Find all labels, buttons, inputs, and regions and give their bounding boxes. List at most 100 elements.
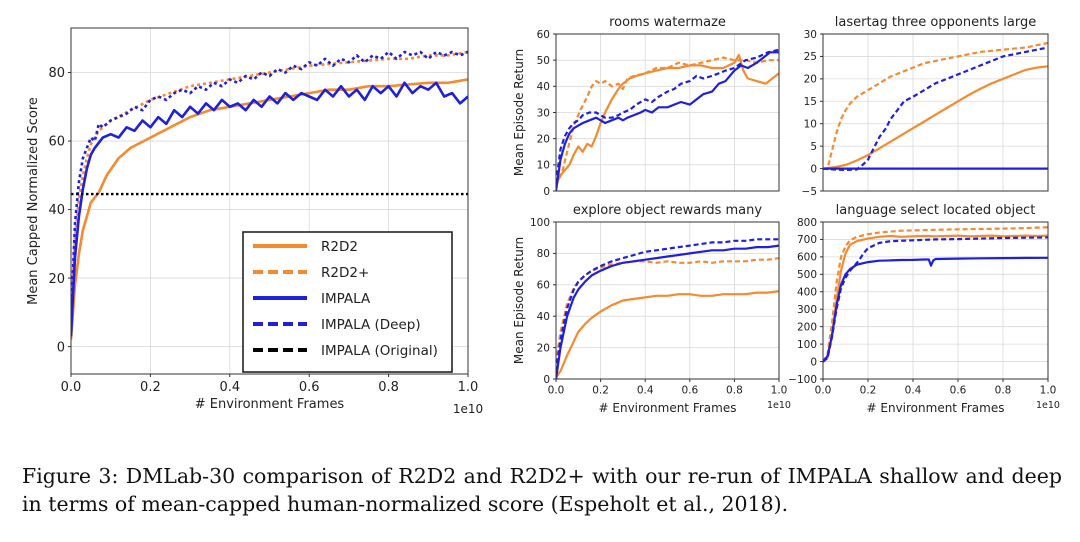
- y-tick-label: 0: [57, 340, 65, 355]
- y-tick-label: 500: [797, 269, 817, 281]
- series-line-r2d2: [823, 41, 1048, 170]
- legend-label: IMPALA: [321, 291, 371, 307]
- series-line-r2d2: [823, 65, 1048, 170]
- x-tick-label: 0.8: [726, 385, 743, 397]
- y-tick-label: 15: [804, 96, 817, 108]
- series-line-r2d2: [556, 53, 779, 184]
- x-tick-label: 1.0: [458, 380, 479, 395]
- figure: 0 20 40 60 80 0.0 0.2 0.4 0.6 0.8 1.0 # Environment…: [26, 15, 1060, 416]
- x-tick-label: 0.8: [995, 385, 1012, 397]
- series-line-impala-deep: [823, 46, 1048, 171]
- y-tick-label: 0: [543, 374, 550, 386]
- y-axis-label: Mean Episode Return: [512, 49, 526, 176]
- y-tick-label: 600: [797, 252, 817, 264]
- legend: R2D2 R2D2+ IMPALA IMPALA (Deep) IMPALA (Orig…: [242, 231, 453, 373]
- x-axis-label: # Environment Frames: [599, 401, 737, 415]
- y-tick-label: 60: [537, 280, 550, 292]
- chart-title: language select located object: [836, 203, 1036, 218]
- x-tick-label: 0.0: [548, 385, 565, 397]
- y-tick-label: 30: [537, 107, 550, 119]
- y-tick-label: −5: [802, 186, 817, 198]
- plot-frame: [822, 33, 1049, 192]
- y-tick-label: 30: [804, 29, 817, 41]
- y-axis-label: Mean Capped Normalized Score: [26, 97, 41, 305]
- x-tick-label: 0.0: [61, 380, 82, 395]
- y-tick-label: 0: [810, 356, 817, 368]
- y-tick-label: 0: [543, 186, 550, 198]
- series-line-impala-deep: [71, 50, 468, 333]
- series-group: [823, 41, 1048, 171]
- x-tick-label: 0.6: [950, 385, 967, 397]
- legend-label: R2D2+: [321, 265, 369, 281]
- series-line-r2d2: [71, 78, 468, 340]
- y-tick-label: 300: [797, 304, 817, 316]
- legend-label: IMPALA (Deep): [321, 317, 421, 333]
- y-tick-label: −100: [788, 374, 817, 386]
- chart-title: rooms watermaze: [609, 15, 726, 30]
- x-tick-label: 1.0: [771, 385, 788, 397]
- series-line-r2d2: [556, 290, 779, 379]
- series-line-r2d2: [556, 56, 779, 187]
- y-tick-label: 20: [537, 133, 550, 145]
- y-tick-label: 60: [537, 29, 550, 41]
- series-line-impala: [71, 81, 468, 337]
- x-tick-label: 0.4: [905, 385, 922, 397]
- y-tick-label: 10: [537, 160, 550, 172]
- series-line-r2d2: [823, 234, 1048, 363]
- y-tick-label: 20: [48, 272, 65, 287]
- plot-frame: [555, 221, 780, 380]
- series-line-impala-deep: [823, 236, 1048, 363]
- y-tick-label: 40: [48, 203, 65, 218]
- y-tick-label: 20: [537, 342, 550, 354]
- series-line-impala: [556, 51, 779, 191]
- y-tick-label: 10: [804, 118, 817, 130]
- y-tick-label: 40: [537, 81, 550, 93]
- series-group: [71, 50, 468, 340]
- series-line-impala: [823, 256, 1048, 363]
- y-tick-label: 80: [48, 66, 65, 81]
- y-tick-label: 20: [804, 74, 817, 86]
- x-offset-label: 1e10: [453, 402, 483, 416]
- chart-title: lasertag three opponents large: [835, 15, 1037, 30]
- x-tick-label: 0.2: [860, 385, 877, 397]
- y-tick-label: 200: [797, 321, 817, 333]
- chart-title: explore object rewards many: [573, 203, 762, 218]
- y-tick-label: 25: [804, 51, 817, 63]
- x-tick-label: 0.0: [815, 385, 832, 397]
- x-offset-label: 1e10: [767, 400, 791, 411]
- x-tick-label: 0.2: [592, 385, 609, 397]
- y-tick-label: 80: [537, 248, 550, 260]
- y-tick-label: 50: [537, 55, 550, 67]
- legend-label: IMPALA (Original): [321, 343, 438, 359]
- x-tick-label: 0.2: [140, 380, 161, 395]
- y-tick-label: 5: [810, 141, 817, 153]
- x-tick-label: 1.0: [1040, 385, 1057, 397]
- y-axis-label: Mean Episode Return: [512, 237, 526, 364]
- plot-frame: [70, 27, 469, 375]
- chart-rooms: 0 10 20 30 40 50 60 Mean Episode Return rooms wa…: [512, 15, 780, 198]
- series-line-impala: [556, 244, 779, 379]
- series-group: [556, 238, 779, 379]
- plot-frame: [822, 221, 1049, 380]
- x-tick-label: 0.4: [219, 380, 240, 395]
- series-line-r2d2: [823, 226, 1048, 363]
- series-group: [556, 48, 779, 191]
- x-tick-label: 0.6: [681, 385, 698, 397]
- series-group: [823, 226, 1048, 363]
- x-axis-label: # Environment Frames: [195, 397, 345, 412]
- y-tick-label: 0: [810, 163, 817, 175]
- y-tick-label: 800: [797, 217, 817, 229]
- y-tick-label: 100: [797, 339, 817, 351]
- x-tick-label: 0.6: [299, 380, 320, 395]
- figure-caption: Figure 3: DMLab-30 comparison of R2D2 an…: [22, 464, 1062, 516]
- y-tick-label: 40: [537, 311, 550, 323]
- legend-label: R2D2: [321, 239, 358, 255]
- y-tick-label: 400: [797, 287, 817, 299]
- x-tick-label: 0.4: [637, 385, 654, 397]
- chart-explore: 0 20 40 60 80 100 0.0 0.2 0.4 0.6 0.8 1.0 # Environm…: [512, 203, 791, 415]
- x-axis-label: # Environment Frames: [867, 401, 1005, 415]
- y-tick-label: 100: [530, 217, 550, 229]
- series-line-impala-deep: [556, 48, 779, 184]
- x-tick-label: 0.8: [378, 380, 399, 395]
- chart-language: −100 0 100 200 300 400 500 600 700 800 0.0 0.2 0.4 0.…: [788, 203, 1060, 415]
